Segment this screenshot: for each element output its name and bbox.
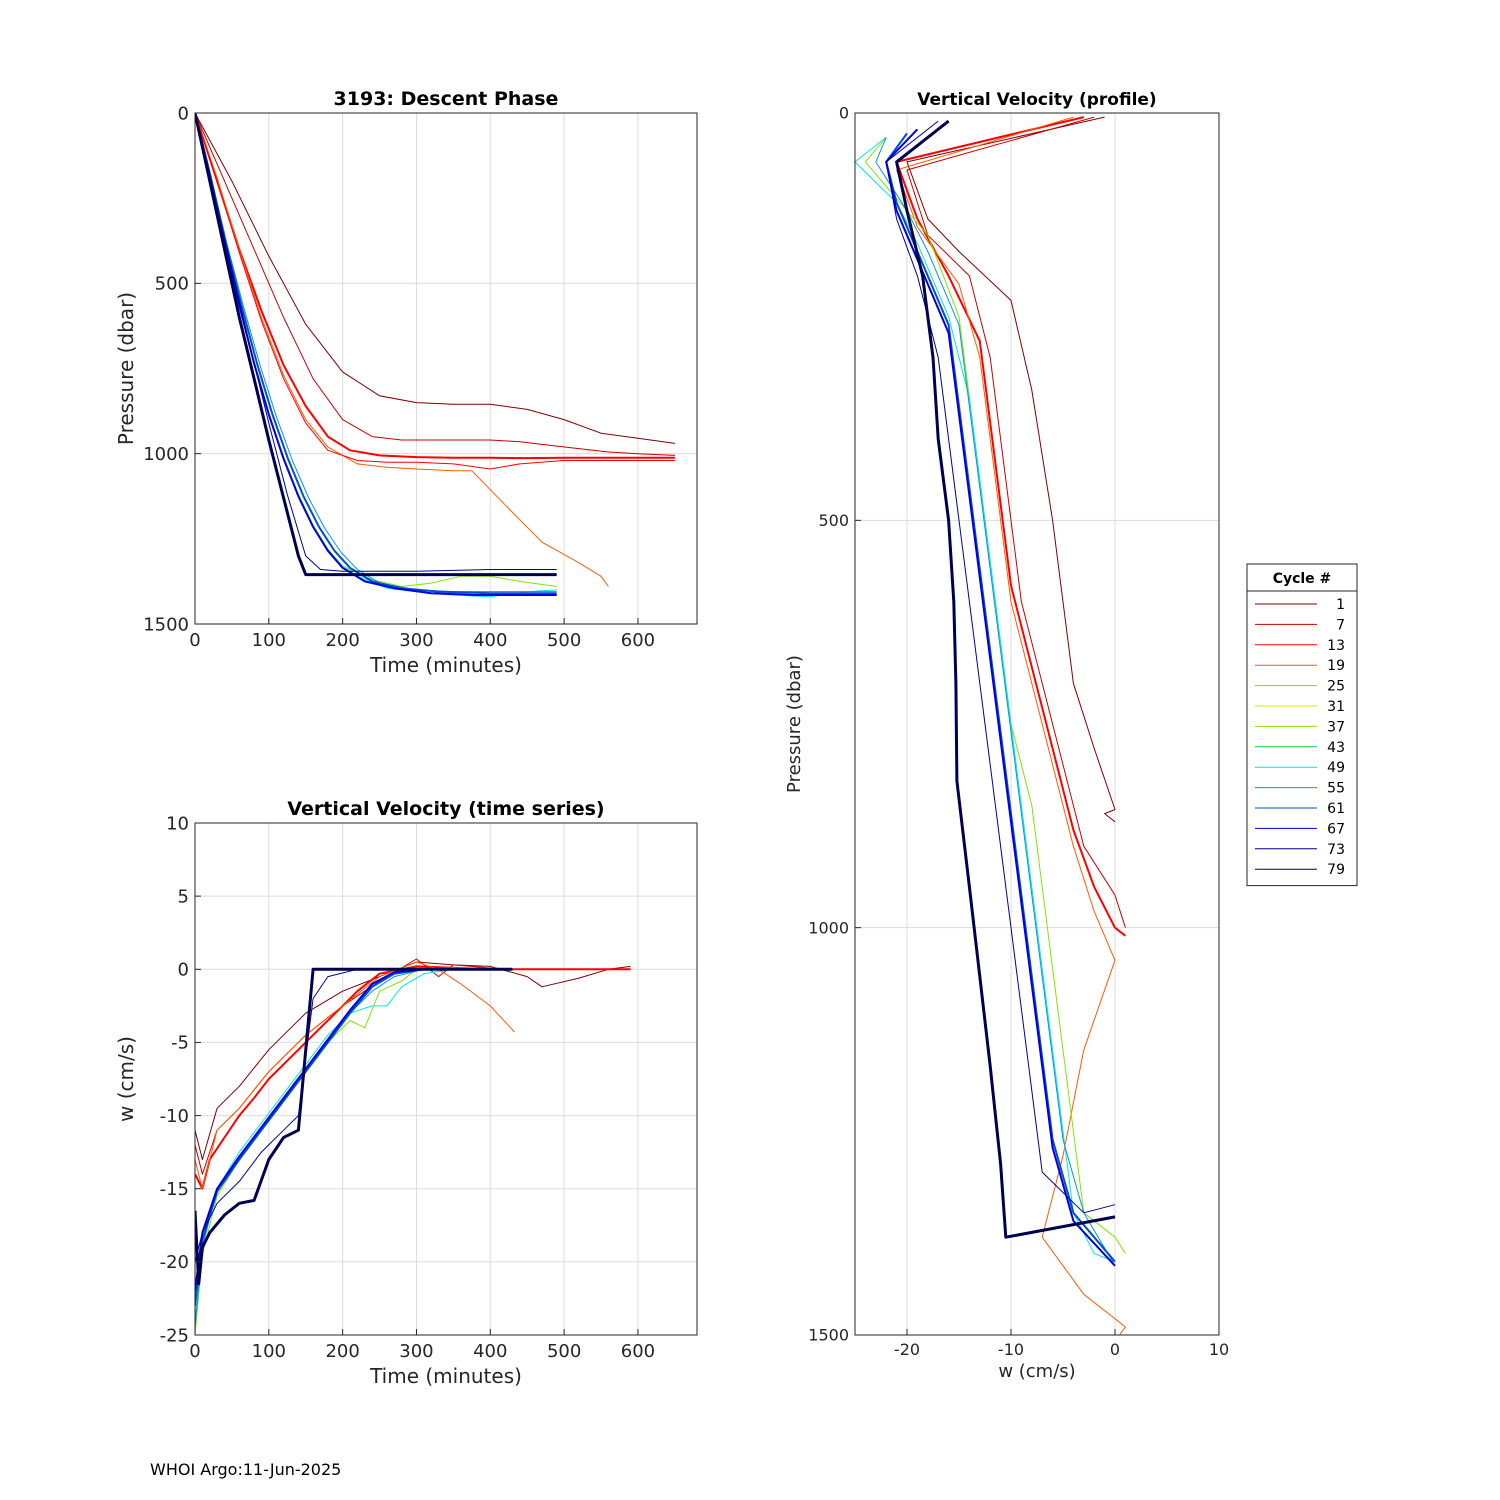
x-tick-label: 500 (547, 630, 581, 651)
y-tick-label: -15 (160, 1179, 189, 1200)
x-tick-label: 200 (325, 630, 359, 651)
y-tick-label: -5 (171, 1033, 189, 1054)
plot-area (855, 113, 1219, 1335)
legend-entry-label: 31 (1327, 699, 1345, 715)
legend-entry-label: 49 (1327, 760, 1345, 776)
velocity-profile-plot: -20 -10 0 10 0 500 1000 1500 Vertical Velocity (… (784, 90, 1229, 1382)
series-line-19 (195, 961, 516, 1190)
y-tick-label: 1500 (808, 1326, 849, 1345)
series-line-67 (195, 113, 557, 596)
x-tick-label: 0 (189, 630, 200, 651)
x-tick-label: 10 (1209, 1340, 1229, 1359)
x-tick-label: -20 (894, 1340, 920, 1359)
series-line-19b (195, 113, 675, 470)
plot-area (195, 823, 697, 1335)
x-axis-label: w (cm/s) (998, 1361, 1075, 1382)
legend-entry-label: 13 (1327, 638, 1345, 654)
legend-entry-label: 7 (1336, 617, 1345, 633)
x-tick-label: 0 (189, 1341, 200, 1362)
legend-entry-label: 73 (1327, 842, 1345, 858)
y-tick-label: -25 (160, 1325, 189, 1346)
y-tick-label: 0 (839, 104, 849, 123)
y-axis-label: w (cm/s) (114, 1036, 138, 1122)
y-tick-label: 1500 (143, 614, 189, 635)
x-tick-label: 100 (252, 1341, 286, 1362)
series-line-55 (875, 137, 1116, 1267)
y-tick-label: 10 (166, 813, 189, 834)
x-tick-label: -10 (998, 1340, 1024, 1359)
y-tick-label: 0 (178, 103, 189, 124)
x-tick-label: 200 (325, 1341, 359, 1362)
x-tick-label: 300 (399, 630, 433, 651)
legend-entry-label: 79 (1327, 862, 1345, 878)
series-line-73 (885, 120, 1116, 1214)
series-group (195, 958, 631, 1335)
series-line-19 (195, 113, 609, 587)
x-tick-label: 600 (621, 630, 655, 651)
series-line-67 (885, 128, 1116, 1267)
x-tick-label: 500 (547, 1341, 581, 1362)
cycle-legend: Cycle #1 7 13 19 25 31 37 43 49 55 61 67 73 79 (1246, 563, 1358, 887)
x-tick-label: 300 (399, 1341, 433, 1362)
y-tick-label: 5 (178, 886, 189, 907)
descent-phase-plot: 0 100 200 300 400 500 600 0 500 1000 1500 3193: Des… (114, 88, 698, 677)
y-tick-label: -20 (160, 1252, 189, 1273)
series-line-79 (895, 119, 1116, 1239)
x-tick-label: 400 (473, 630, 507, 651)
chart-title: Vertical Velocity (time series) (287, 798, 604, 820)
y-axis-label: Pressure (dbar) (114, 292, 138, 445)
x-axis-label: Time (minutes) (369, 653, 522, 677)
x-tick-label: 100 (252, 630, 286, 651)
legend-box (1246, 563, 1358, 887)
x-tick-label: 400 (473, 1341, 507, 1362)
chart-title: Vertical Velocity (profile) (917, 90, 1156, 110)
y-tick-label: 500 (155, 274, 189, 295)
chart-title: 3193: Descent Phase (334, 88, 559, 110)
y-tick-label: 500 (818, 511, 849, 530)
x-tick-label: 0 (1110, 1340, 1120, 1359)
series-group (855, 116, 1127, 1335)
y-tick-label: 1000 (143, 444, 189, 465)
series-line-1 (906, 116, 1116, 823)
y-axis-label: Pressure (dbar) (784, 655, 805, 793)
plot-frame (854, 112, 1220, 1336)
velocity-time-series-plot: 0 100 200 300 400 500 600 10 5 0 -5 -10 -15 -20 -25 Ver… (114, 798, 698, 1388)
x-axis-label: Time (minutes) (369, 1364, 522, 1388)
legend-entry-label: 25 (1327, 679, 1345, 695)
series-line-61 (885, 132, 1116, 1263)
series-line-13 (195, 113, 675, 460)
series-line-79 (195, 113, 557, 577)
plot-area (195, 113, 697, 624)
legend-entry-label: 19 (1327, 658, 1345, 674)
legend-title: Cycle # (1273, 571, 1332, 587)
series-line-61 (195, 113, 557, 595)
series-line-73 (195, 113, 557, 572)
footer-credit: WHOI Argo:11-Jun-2025 (150, 1460, 342, 1479)
series-line-19 (896, 116, 1126, 1335)
plot-frame (194, 112, 698, 625)
legend-entry-label: 37 (1327, 719, 1345, 735)
series-line-79 (195, 967, 513, 1286)
y-tick-label: 0 (178, 960, 189, 981)
legend-entry-label: 43 (1327, 740, 1345, 756)
series-line-7 (195, 113, 675, 456)
y-tick-label: -10 (160, 1106, 189, 1127)
legend-entry-label: 55 (1327, 781, 1345, 797)
series-line-1 (195, 113, 675, 444)
series-group (195, 113, 675, 598)
legend-entry-label: 61 (1327, 801, 1345, 817)
legend-entry-label: 67 (1327, 821, 1345, 837)
legend-entry-label: 1 (1336, 597, 1345, 613)
plot-frame (194, 822, 698, 1336)
x-tick-label: 600 (621, 1341, 655, 1362)
y-tick-label: 1000 (808, 918, 849, 937)
